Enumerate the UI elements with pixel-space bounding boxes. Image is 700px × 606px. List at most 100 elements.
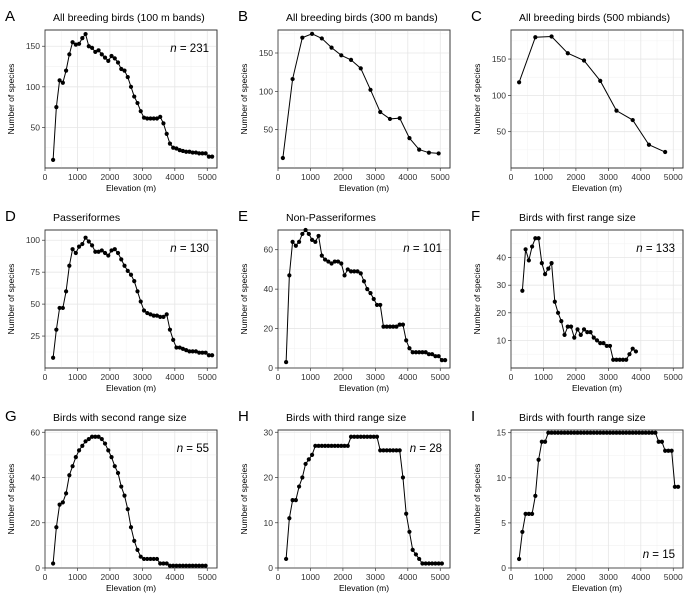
y-tick-label: 100 (26, 82, 40, 92)
x-tick-label: 1000 (68, 172, 87, 182)
data-point (54, 105, 59, 110)
y-axis-label: Number of species (6, 264, 16, 335)
data-point (112, 464, 117, 469)
data-point (319, 443, 324, 448)
data-point (122, 493, 127, 498)
panel-letter: C (471, 8, 482, 25)
data-point (345, 267, 350, 272)
y-tick-label: 100 (26, 235, 40, 245)
data-point (132, 94, 137, 99)
data-point (404, 511, 409, 516)
sample-size-label: n = 133 (636, 243, 675, 255)
x-tick-label: 3000 (599, 372, 618, 382)
data-point (119, 484, 124, 489)
y-tick-label: 10 (264, 518, 274, 528)
data-point (659, 439, 665, 444)
panel-title: Birds with first range size (519, 212, 636, 224)
y-tick-label: 150 (259, 48, 273, 58)
data-point (397, 116, 402, 121)
y-tick-label: 40 (497, 253, 507, 263)
data-point (581, 327, 587, 332)
data-point (148, 312, 153, 317)
panel-letter: I (471, 408, 475, 425)
data-point (384, 448, 389, 453)
data-point (546, 430, 551, 435)
data-point (190, 349, 195, 354)
data-point (669, 448, 674, 453)
data-point (436, 561, 441, 566)
data-point (210, 154, 215, 159)
y-tick-label: 40 (264, 284, 274, 294)
data-point (309, 452, 315, 457)
data-point (378, 302, 383, 308)
y-tick-label: 10 (497, 335, 507, 345)
panel-letter: E (238, 208, 248, 225)
x-tick-label: 3000 (366, 372, 385, 382)
data-point (601, 430, 606, 435)
data-point (426, 150, 432, 155)
data-point (193, 563, 199, 568)
data-point (313, 443, 318, 448)
data-point (96, 249, 101, 254)
x-tick-label: 5000 (431, 372, 450, 382)
n-value: = 133 (643, 243, 675, 255)
data-point (361, 434, 367, 439)
data-point (617, 430, 622, 435)
data-point (86, 436, 91, 442)
data-point (533, 236, 538, 241)
y-tick-label: 20 (264, 473, 274, 483)
plot-border (510, 29, 684, 169)
data-point (206, 154, 211, 159)
data-point (125, 74, 130, 80)
data-point (167, 141, 173, 146)
data-point (57, 78, 62, 83)
data-point (646, 430, 652, 435)
data-point (190, 150, 195, 155)
plot-border (44, 29, 218, 169)
data-point (588, 430, 593, 435)
data-point (387, 116, 393, 122)
y-tick-label: 150 (492, 54, 506, 64)
y-tick-label: 0 (35, 563, 40, 573)
panel-title: Birds with fourth range size (519, 412, 646, 424)
y-tick-label: 50 (31, 122, 41, 132)
data-point (368, 290, 373, 296)
y-tick-label: 75 (31, 267, 41, 277)
y-axis-label: Number of species (6, 64, 16, 135)
data-point (112, 247, 117, 252)
data-point (407, 346, 412, 351)
data-point (361, 279, 367, 284)
data-point (413, 552, 419, 557)
data-point (407, 529, 412, 534)
data-point (433, 354, 438, 359)
plot-area (277, 429, 451, 569)
data-point (128, 272, 134, 277)
x-tick-label: 4000 (165, 572, 184, 582)
x-tick-label: 4000 (165, 172, 184, 182)
x-axis-label: Elevation (m) (106, 183, 156, 193)
data-point (384, 324, 389, 329)
x-tick-label: 5000 (431, 172, 450, 182)
data-point (598, 78, 603, 83)
n-value: = 101 (410, 243, 442, 255)
data-point (326, 443, 331, 448)
x-tick-label: 3000 (133, 572, 152, 582)
data-point (112, 56, 117, 61)
data-point (180, 563, 186, 568)
data-point (565, 324, 570, 329)
panel-title: Non-Passeriformes (286, 212, 376, 224)
data-point (404, 338, 409, 343)
data-point (552, 299, 557, 304)
data-point (151, 556, 156, 562)
data-point (365, 434, 370, 439)
data-point (637, 430, 642, 435)
data-point (309, 237, 315, 242)
data-point (184, 348, 189, 353)
data-point (439, 561, 444, 566)
sample-size-label: n = 101 (403, 243, 442, 255)
data-point (122, 263, 127, 268)
x-tick-label: 5000 (431, 572, 450, 582)
data-point (426, 352, 432, 357)
data-point (630, 430, 635, 435)
